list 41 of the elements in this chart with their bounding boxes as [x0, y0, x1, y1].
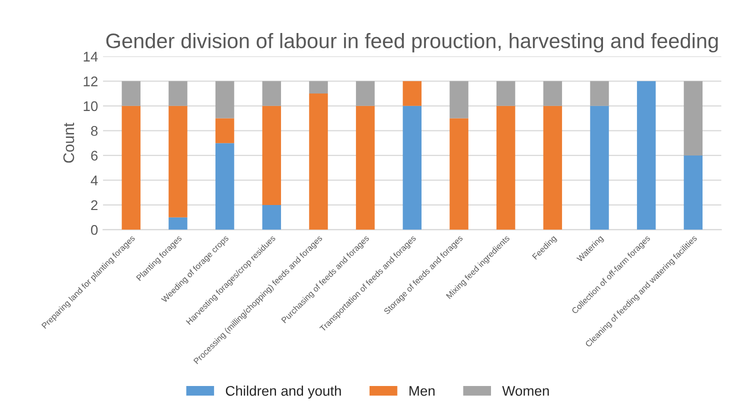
bar	[262, 81, 282, 106]
y-tick-label: 2	[91, 200, 98, 210]
bar	[215, 118, 234, 144]
bar	[450, 81, 468, 118]
legend-label: Children and youth	[226, 386, 341, 399]
y-tick-label: 12	[84, 76, 98, 86]
bar	[168, 217, 188, 230]
legend-label: Men	[410, 386, 435, 396]
bar	[168, 81, 188, 106]
chart-title: Gender division of labour in feed prouction, harvesting and feeding	[106, 32, 718, 52]
bar	[356, 81, 375, 106]
bar	[262, 204, 282, 230]
y-tick-label: 14	[84, 52, 98, 62]
bar	[356, 106, 375, 230]
bar	[215, 81, 234, 118]
bar	[402, 106, 422, 230]
y-tick-label: 10	[84, 101, 98, 112]
bar	[684, 81, 703, 156]
y-tick-label: 8	[91, 126, 98, 136]
bar	[543, 106, 562, 230]
bar	[590, 81, 609, 106]
y-tick-label: 0	[91, 225, 98, 235]
bar	[496, 106, 516, 230]
bar	[309, 81, 328, 94]
bar	[636, 81, 656, 230]
bar	[684, 155, 703, 230]
bar	[590, 106, 609, 230]
bar	[402, 81, 422, 106]
bar	[496, 81, 516, 106]
y-tick-label: 6	[91, 150, 98, 161]
y-axis-title: Count	[63, 122, 74, 163]
bar	[543, 81, 562, 106]
bar	[215, 143, 234, 230]
bar	[168, 106, 188, 218]
legend-label: Women	[502, 386, 549, 396]
bar	[122, 81, 141, 106]
y-tick-label: 4	[90, 176, 98, 186]
bar	[262, 106, 282, 205]
bar	[122, 106, 141, 230]
bar	[309, 94, 328, 230]
bar	[450, 118, 468, 230]
